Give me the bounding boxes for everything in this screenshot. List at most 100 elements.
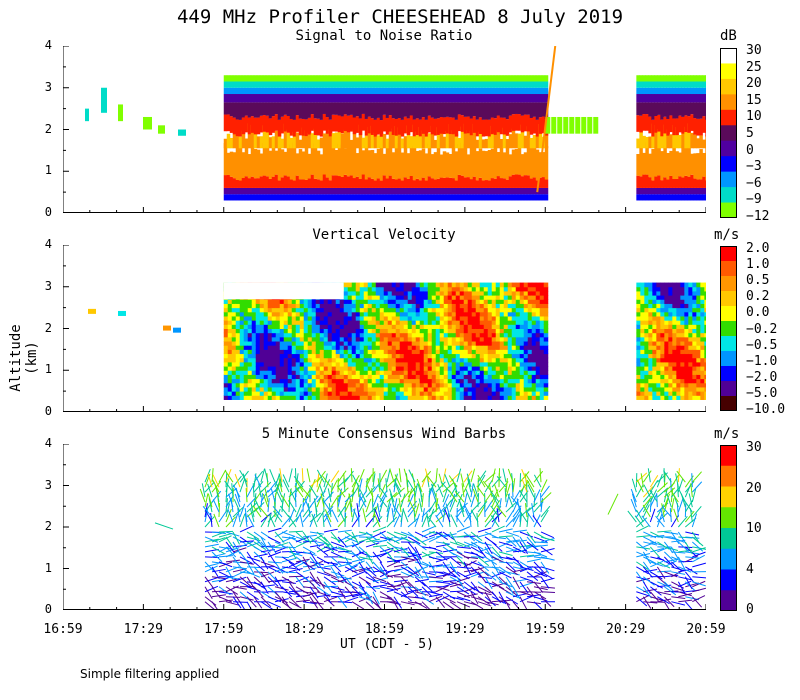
velocity-cell bbox=[455, 370, 461, 375]
velocity-cell bbox=[700, 386, 705, 392]
snr-cell bbox=[319, 137, 324, 149]
wind-barb bbox=[253, 581, 267, 590]
snr-cell bbox=[226, 94, 231, 103]
snr-cell bbox=[484, 119, 489, 137]
snr-cell bbox=[367, 116, 372, 134]
velocity-cell bbox=[223, 366, 229, 371]
velocity-cell bbox=[692, 328, 697, 334]
velocity-cell bbox=[415, 324, 421, 329]
velocity-cell bbox=[419, 303, 425, 309]
snr-cell bbox=[439, 177, 444, 188]
velocity-cell bbox=[471, 382, 477, 388]
velocity-cell bbox=[487, 395, 493, 400]
velocity-cell bbox=[467, 303, 473, 309]
snr-cell bbox=[418, 75, 423, 82]
snr-cell bbox=[642, 187, 646, 195]
velocity-cell bbox=[359, 286, 365, 292]
velocity-cell bbox=[347, 282, 353, 288]
velocity-cell bbox=[363, 282, 369, 288]
snr-cell bbox=[484, 75, 489, 82]
velocity-cell bbox=[692, 366, 697, 371]
velocity-cell bbox=[471, 299, 477, 304]
velocity-cell bbox=[700, 315, 705, 321]
velocity-cell bbox=[339, 349, 345, 355]
velocity-cell bbox=[287, 324, 293, 329]
velocity-cell bbox=[227, 328, 233, 334]
velocity-cell bbox=[431, 378, 437, 384]
velocity-cell bbox=[495, 332, 501, 338]
velocity-cell bbox=[239, 311, 245, 317]
wind-barb bbox=[218, 510, 228, 523]
velocity-cell bbox=[379, 315, 385, 321]
velocity-cell bbox=[307, 345, 313, 350]
velocity-cell bbox=[696, 328, 701, 334]
velocity-cell bbox=[331, 299, 337, 304]
wind-barb bbox=[276, 483, 283, 498]
velocity-cell bbox=[227, 324, 233, 329]
velocity-cell bbox=[483, 349, 489, 355]
snr-cell bbox=[538, 94, 543, 103]
velocity-cell bbox=[247, 370, 253, 375]
wind-barb bbox=[218, 535, 232, 543]
velocity-cell bbox=[307, 320, 313, 325]
velocity-cell bbox=[383, 290, 389, 296]
snr-cell bbox=[310, 94, 315, 103]
wind-barb bbox=[306, 468, 311, 483]
velocity-cell bbox=[491, 374, 497, 380]
velocity-cell bbox=[680, 366, 685, 371]
velocity-cell bbox=[307, 341, 313, 346]
velocity-cell bbox=[371, 336, 377, 342]
snr-cell bbox=[651, 119, 655, 137]
wind-barb bbox=[323, 591, 332, 604]
snr-cell bbox=[268, 118, 273, 136]
velocity-cell bbox=[403, 395, 409, 400]
velocity-cell bbox=[251, 320, 257, 325]
velocity-cell bbox=[656, 324, 661, 329]
velocity-cell bbox=[295, 361, 301, 367]
snr-cell bbox=[511, 187, 516, 195]
velocity-cell bbox=[251, 374, 257, 380]
snr-cell bbox=[502, 102, 507, 118]
velocity-cell bbox=[455, 382, 461, 388]
velocity-cell bbox=[531, 378, 537, 384]
snr-cell bbox=[409, 115, 414, 133]
velocity-cell bbox=[399, 311, 405, 317]
snr-cell bbox=[645, 75, 649, 82]
snr-cell bbox=[454, 133, 459, 149]
velocity-cell bbox=[359, 382, 365, 388]
velocity-cell bbox=[331, 391, 337, 396]
velocity-cell bbox=[355, 315, 361, 321]
velocity-cell bbox=[527, 386, 533, 392]
snr-cell bbox=[475, 119, 480, 137]
velocity-cell bbox=[431, 391, 437, 396]
velocity-cell bbox=[347, 378, 353, 384]
snr-cell bbox=[340, 133, 345, 149]
snr-cell bbox=[379, 81, 384, 88]
velocity-cell bbox=[539, 349, 545, 355]
wind-barb bbox=[204, 493, 209, 508]
snr-cell bbox=[657, 129, 661, 149]
snr-cell bbox=[394, 102, 399, 119]
velocity-cell bbox=[515, 386, 521, 392]
velocity-cell bbox=[323, 299, 329, 304]
snr-cell bbox=[418, 187, 423, 195]
velocity-cell bbox=[279, 378, 285, 384]
velocity-cell bbox=[311, 307, 317, 313]
velocity-cell bbox=[519, 382, 525, 388]
snr-cell bbox=[654, 115, 658, 133]
velocity-cell bbox=[535, 299, 541, 304]
velocity-cell bbox=[307, 299, 313, 304]
velocity-cell bbox=[644, 391, 649, 396]
velocity-cell bbox=[363, 332, 369, 338]
snr-cell bbox=[415, 87, 420, 95]
velocity-cell bbox=[387, 345, 393, 350]
velocity-cell bbox=[415, 370, 421, 375]
snr-cell bbox=[439, 194, 444, 201]
velocity-cell bbox=[307, 324, 313, 329]
snr-cell bbox=[304, 187, 309, 195]
velocity-cell bbox=[676, 307, 681, 313]
velocity-cell bbox=[527, 286, 533, 292]
snr-cell bbox=[484, 87, 489, 95]
velocity-cell bbox=[315, 370, 321, 375]
snr-cell bbox=[361, 87, 366, 95]
